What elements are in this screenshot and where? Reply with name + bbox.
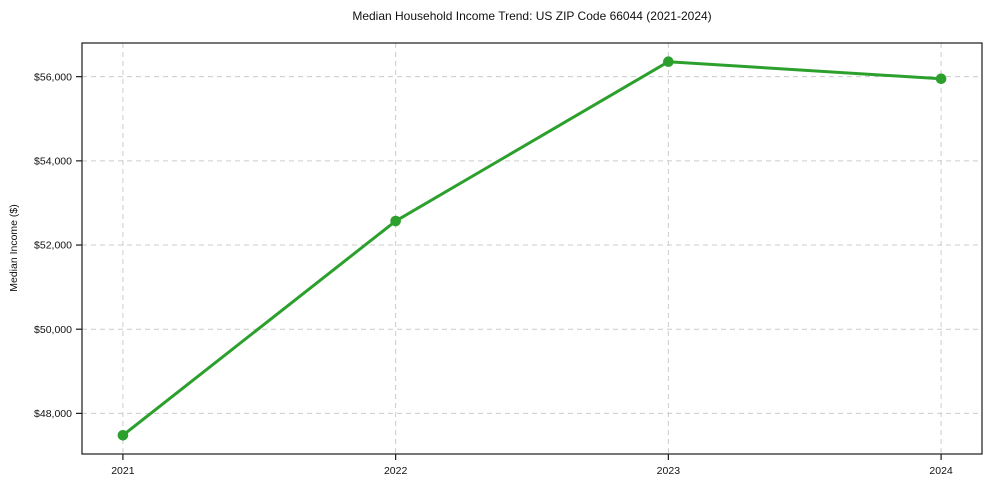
y-axis-label: Median Income ($): [8, 204, 20, 292]
data-point-marker: [935, 73, 947, 85]
x-tick-label: 2021: [111, 465, 135, 477]
data-point-marker: [663, 56, 674, 68]
y-tick-label: $50,000: [34, 324, 72, 336]
y-tick-label: $52,000: [34, 240, 72, 252]
data-point-marker: [117, 429, 129, 441]
plot-border: [81, 42, 983, 455]
y-tick-label: $54,000: [34, 156, 72, 168]
x-tick-label: 2022: [384, 465, 408, 477]
x-tick-label: 2023: [657, 465, 681, 477]
y-tick-label: $56,000: [34, 71, 72, 83]
chart-title: Median Household Income Trend: US ZIP Co…: [352, 9, 712, 23]
y-tick-label: $48,000: [34, 408, 72, 420]
trend-line: [121, 60, 943, 437]
data-point-marker: [390, 215, 401, 227]
x-tick-label: 2024: [929, 465, 953, 477]
